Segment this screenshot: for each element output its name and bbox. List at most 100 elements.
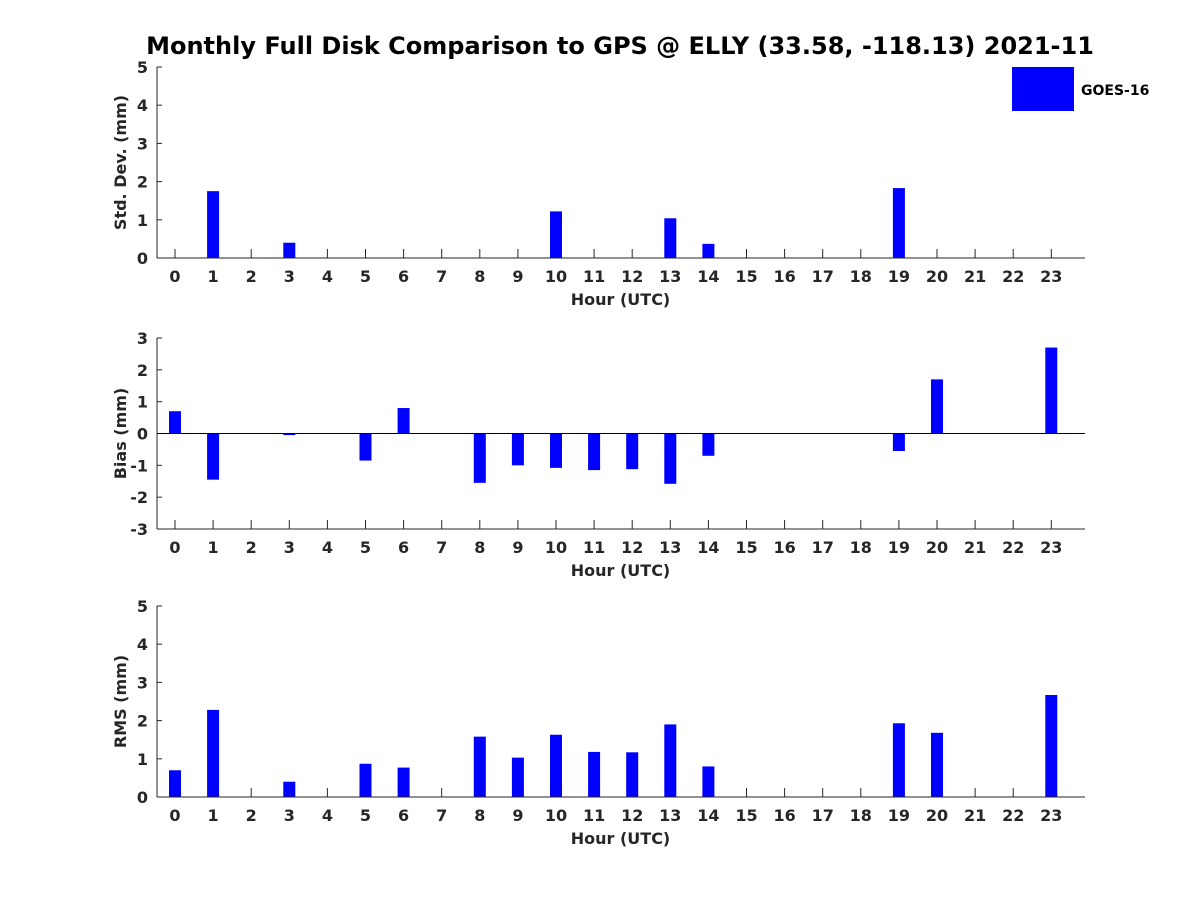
- x-tick-label: 14: [697, 267, 719, 286]
- x-tick-label: 5: [360, 806, 371, 825]
- x-tick-label: 13: [659, 267, 681, 286]
- x-tick-label: 3: [284, 538, 295, 557]
- bar[interactable]: [283, 433, 296, 436]
- x-tick-label: 6: [398, 806, 409, 825]
- bar[interactable]: [664, 218, 677, 258]
- x-tick-label: 6: [398, 538, 409, 557]
- bar[interactable]: [931, 379, 943, 434]
- x-tick-label: 17: [812, 538, 834, 557]
- x-tick-label: 2: [246, 538, 257, 557]
- bar[interactable]: [511, 757, 524, 797]
- x-tick-label: 18: [850, 538, 872, 557]
- bar[interactable]: [397, 767, 410, 797]
- x-tick-label: 1: [208, 806, 219, 825]
- y-tick-label: 2: [137, 173, 148, 192]
- bar[interactable]: [588, 433, 601, 471]
- y-axis-label: Std. Dev. (mm): [111, 95, 130, 230]
- x-tick-label: 11: [583, 267, 605, 286]
- x-tick-label: 17: [812, 267, 834, 286]
- x-tick-label: 2: [246, 267, 257, 286]
- bar[interactable]: [283, 781, 296, 797]
- x-tick-label: 21: [964, 538, 986, 557]
- bar[interactable]: [473, 736, 486, 797]
- y-tick-label: 0: [137, 425, 148, 444]
- bar[interactable]: [892, 723, 905, 797]
- bar[interactable]: [473, 433, 486, 483]
- x-tick-label: 15: [735, 538, 757, 557]
- x-tick-label: 19: [888, 806, 910, 825]
- legend-label: GOES-16: [1081, 83, 1149, 99]
- bar[interactable]: [626, 752, 639, 797]
- x-axis-label: Hour (UTC): [571, 290, 671, 309]
- x-tick-label: 22: [1002, 267, 1024, 286]
- bar[interactable]: [892, 433, 905, 452]
- y-tick-label: 2: [137, 712, 148, 731]
- x-tick-label: 2: [246, 806, 257, 825]
- bar[interactable]: [397, 408, 410, 434]
- y-tick-label: -2: [130, 488, 148, 507]
- legend[interactable]: GOES-16: [1012, 67, 1149, 111]
- bar[interactable]: [892, 188, 905, 258]
- bar[interactable]: [588, 751, 601, 797]
- x-tick-label: 13: [659, 806, 681, 825]
- bar[interactable]: [511, 433, 524, 466]
- x-tick-label: 18: [850, 806, 872, 825]
- x-axis-label: Hour (UTC): [571, 561, 671, 580]
- x-tick-label: 22: [1002, 806, 1024, 825]
- x-tick-label: 5: [360, 267, 371, 286]
- bar[interactable]: [664, 433, 677, 484]
- x-tick-label: 9: [512, 806, 523, 825]
- bar[interactable]: [207, 191, 220, 258]
- x-tick-label: 9: [512, 538, 523, 557]
- y-tick-label: 1: [137, 393, 148, 412]
- bar[interactable]: [702, 433, 715, 456]
- y-tick-label: 1: [137, 211, 148, 230]
- x-tick-label: 8: [474, 267, 485, 286]
- bar[interactable]: [702, 243, 715, 258]
- bar[interactable]: [626, 433, 639, 470]
- x-tick-label: 0: [169, 806, 180, 825]
- bar[interactable]: [702, 766, 715, 797]
- x-tick-label: 21: [964, 806, 986, 825]
- bar[interactable]: [550, 433, 562, 468]
- x-tick-label: 20: [926, 267, 948, 286]
- x-tick-label: 19: [888, 538, 910, 557]
- x-tick-label: 10: [545, 538, 567, 557]
- x-tick-label: 14: [697, 806, 719, 825]
- x-tick-label: 12: [621, 806, 643, 825]
- y-axis-label: Bias (mm): [111, 388, 130, 480]
- bar[interactable]: [550, 734, 562, 797]
- x-tick-label: 15: [735, 806, 757, 825]
- bar[interactable]: [1045, 695, 1058, 797]
- x-tick-label: 1: [208, 538, 219, 557]
- bar[interactable]: [359, 433, 372, 461]
- x-tick-label: 16: [773, 538, 795, 557]
- bar[interactable]: [664, 724, 677, 797]
- x-tick-label: 15: [735, 267, 757, 286]
- x-tick-label: 23: [1040, 267, 1062, 286]
- bar[interactable]: [359, 763, 372, 797]
- bar[interactable]: [169, 411, 181, 434]
- x-tick-label: 3: [284, 806, 295, 825]
- x-tick-label: 0: [169, 267, 180, 286]
- bar[interactable]: [169, 770, 181, 797]
- x-tick-label: 12: [621, 267, 643, 286]
- y-tick-label: 5: [137, 597, 148, 616]
- bar[interactable]: [931, 732, 943, 797]
- y-tick-label: 4: [137, 635, 148, 654]
- bar[interactable]: [283, 242, 296, 258]
- bar[interactable]: [1045, 347, 1058, 434]
- bar[interactable]: [207, 709, 220, 797]
- y-tick-label: 3: [137, 329, 148, 348]
- bar[interactable]: [550, 211, 562, 258]
- x-tick-label: 11: [583, 806, 605, 825]
- x-tick-label: 10: [545, 806, 567, 825]
- x-tick-label: 10: [545, 267, 567, 286]
- x-tick-label: 8: [474, 538, 485, 557]
- x-tick-label: 7: [436, 538, 447, 557]
- bar[interactable]: [207, 433, 220, 480]
- y-tick-label: 2: [137, 361, 148, 380]
- x-tick-label: 7: [436, 267, 447, 286]
- y-tick-label: 5: [137, 58, 148, 77]
